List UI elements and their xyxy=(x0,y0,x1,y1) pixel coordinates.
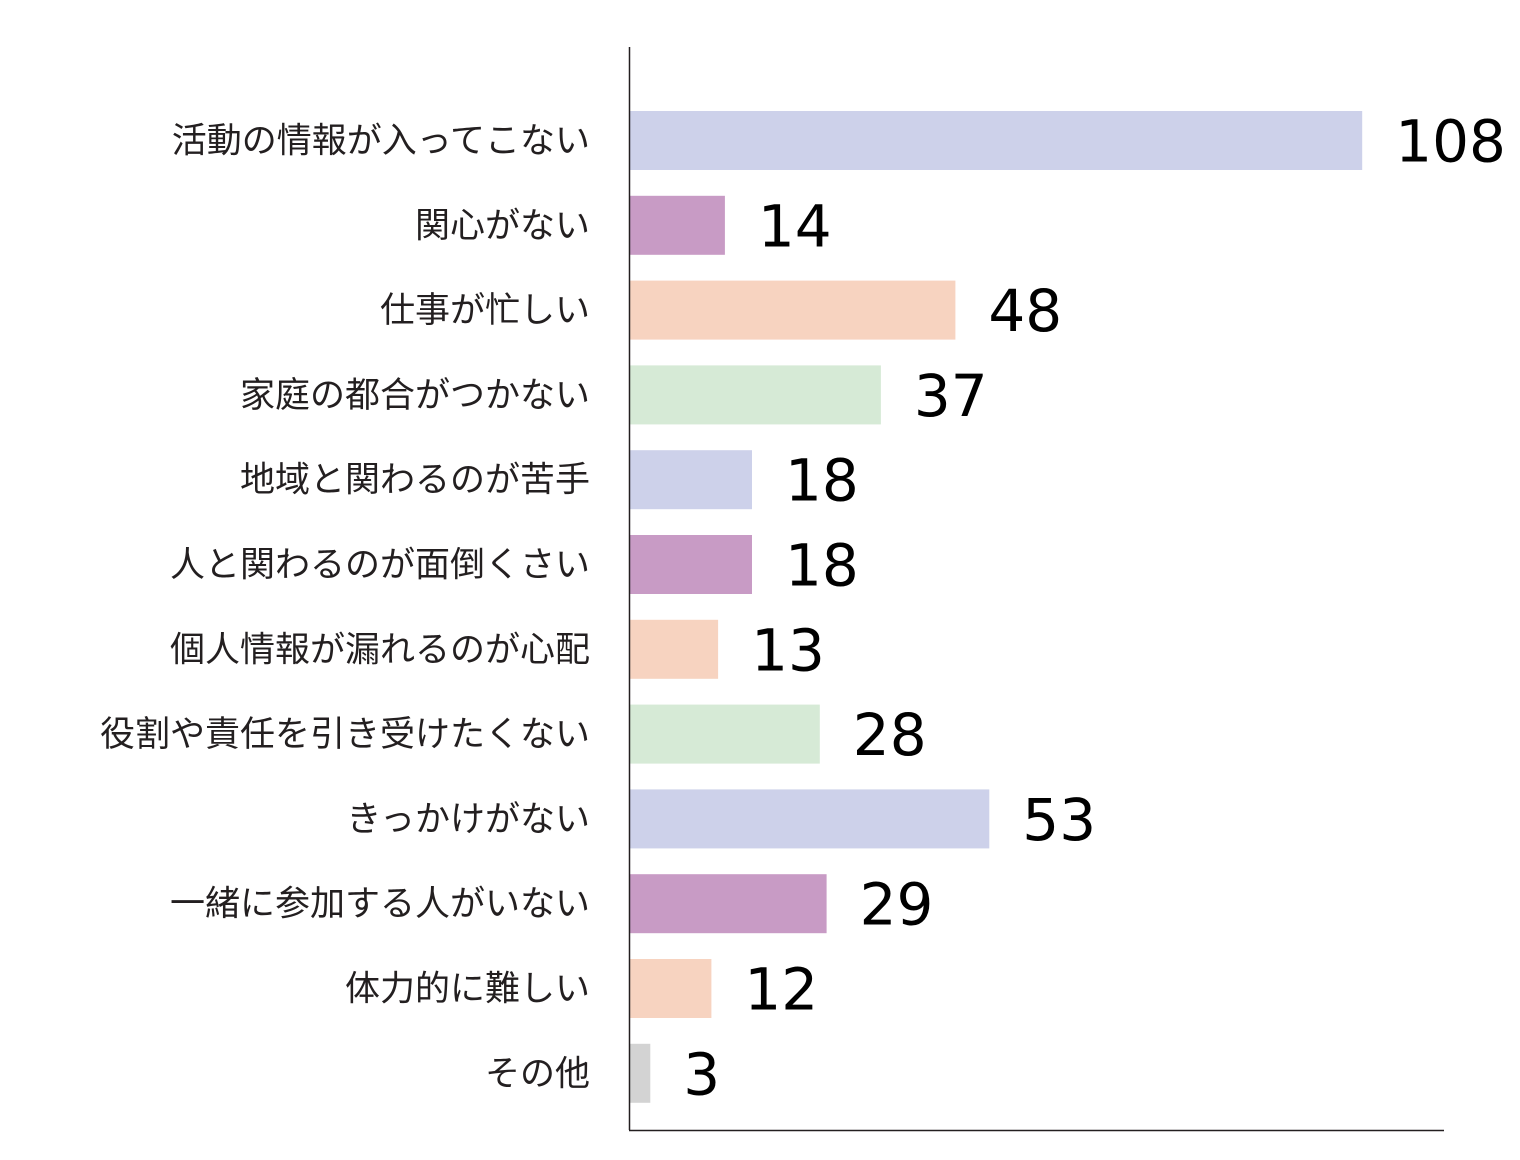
bar-3 xyxy=(630,365,881,425)
value-label-9: 29 xyxy=(860,871,934,939)
bar-7 xyxy=(630,704,820,764)
value-label-0: 108 xyxy=(1395,108,1506,176)
bar-4 xyxy=(630,450,752,510)
category-label-3: 家庭の都合がつかない xyxy=(240,376,590,416)
value-label-3: 37 xyxy=(914,362,988,430)
category-label-9: 一緒に参加する人がいない xyxy=(170,885,590,925)
bar-5 xyxy=(630,535,752,594)
value-label-8: 53 xyxy=(1022,786,1096,854)
bar-6 xyxy=(630,619,719,679)
value-label-2: 48 xyxy=(988,277,1062,345)
bar-11 xyxy=(630,1043,651,1103)
value-label-5: 18 xyxy=(785,532,859,600)
bar-1 xyxy=(630,195,725,255)
bar-10 xyxy=(630,959,712,1018)
value-label-6: 13 xyxy=(751,616,825,684)
bar-8 xyxy=(630,789,990,849)
category-label-8: きっかけがない xyxy=(346,800,590,840)
value-label-1: 14 xyxy=(758,192,832,260)
bars-group xyxy=(630,111,1363,1103)
category-label-1: 関心がない xyxy=(415,206,590,246)
value-label-7: 28 xyxy=(853,701,927,769)
category-label-2: 仕事が忙しい xyxy=(380,291,590,331)
category-label-11: その他 xyxy=(485,1054,590,1094)
bar-2 xyxy=(630,280,956,340)
category-label-6: 個人情報が漏れるのが心配 xyxy=(170,630,590,670)
value-label-10: 12 xyxy=(744,956,818,1024)
value-label-11: 3 xyxy=(683,1040,720,1108)
bar-9 xyxy=(630,874,827,934)
bar-0 xyxy=(630,111,1363,170)
category-label-5: 人と関わるのが面倒くさい xyxy=(170,546,590,586)
value-label-4: 18 xyxy=(785,447,859,515)
category-label-10: 体力的に難しい xyxy=(345,970,590,1010)
category-label-0: 活動の情報が入ってこない xyxy=(172,122,590,162)
category-label-4: 地域と関わるのが苦手 xyxy=(240,461,590,501)
category-labels-group: 活動の情報が入ってこない関心がない仕事が忙しい家庭の都合がつかない地域と関わるの… xyxy=(100,122,590,1095)
category-label-7: 役割や責任を引き受けたくない xyxy=(100,715,590,755)
